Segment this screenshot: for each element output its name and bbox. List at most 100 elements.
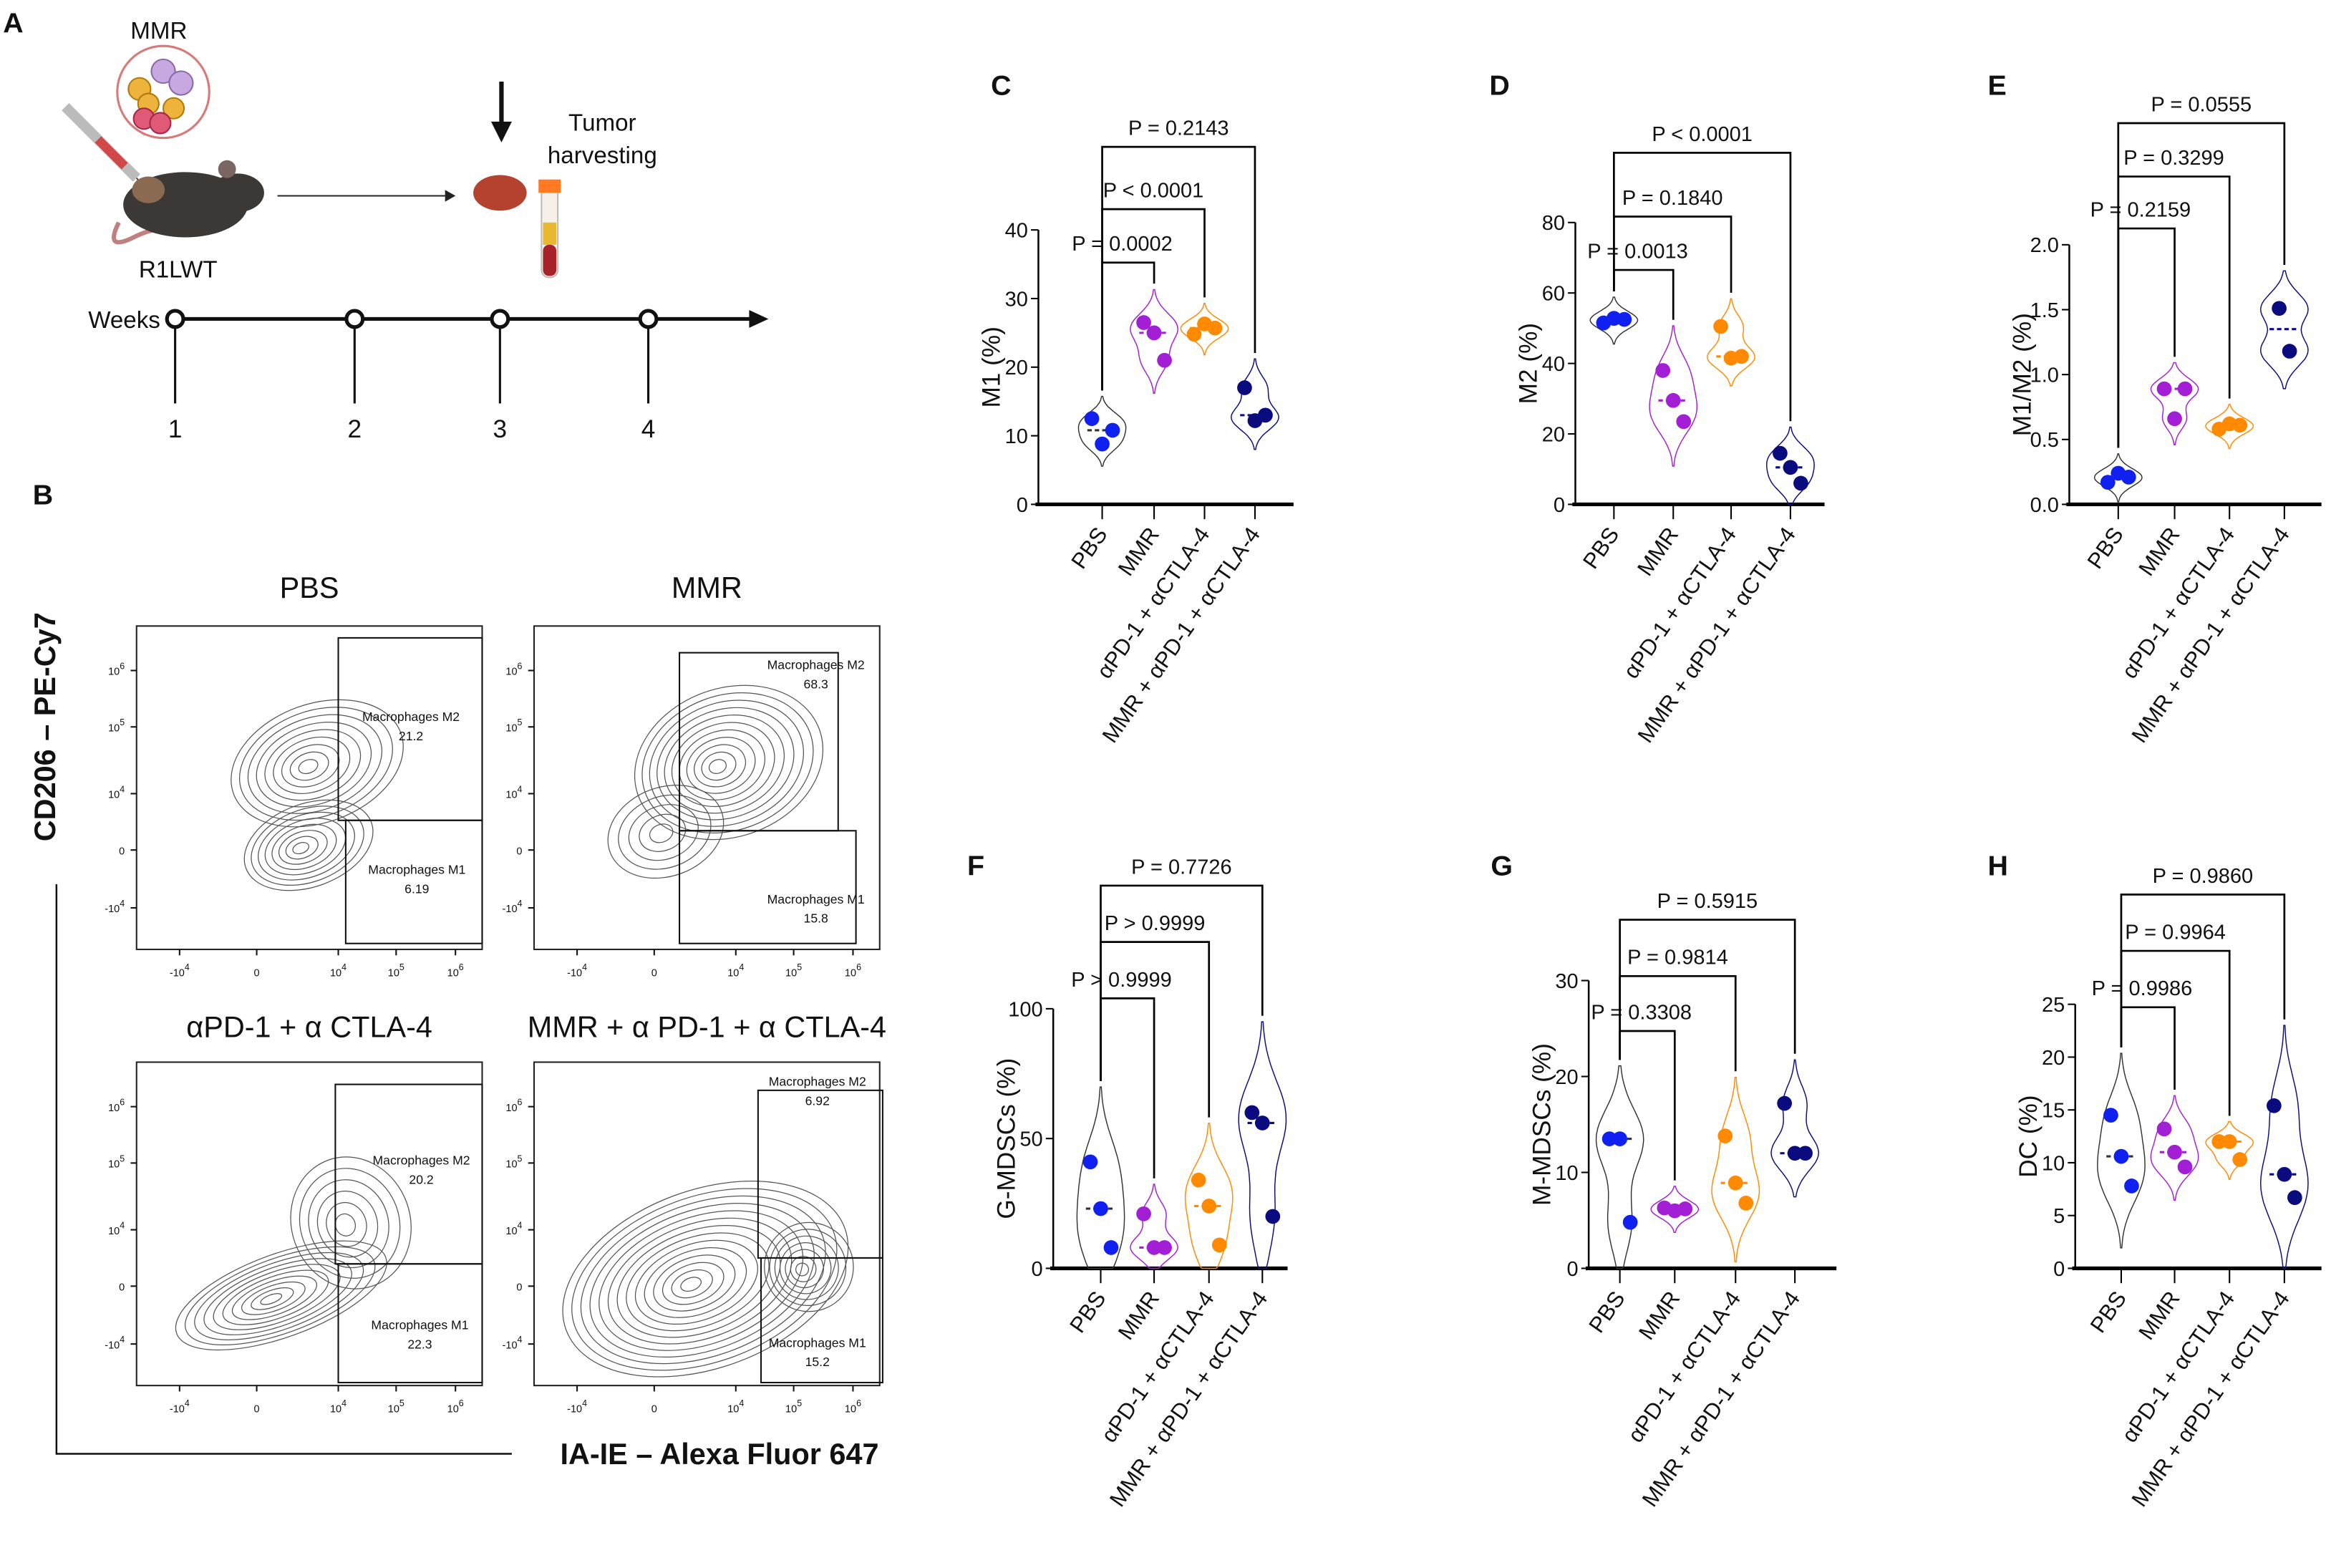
data-point: [1244, 1105, 1260, 1121]
data-point: [1211, 1237, 1227, 1253]
y-tick-label: 0.5: [2030, 429, 2059, 452]
flow-x-tick-label: 105: [785, 962, 802, 979]
y-tick-label: 40: [1542, 353, 1565, 376]
contour-line: [790, 1256, 817, 1282]
contour-line: [256, 721, 372, 808]
p-value-label: P = 0.7726: [1131, 856, 1232, 879]
significance-bracket: [1619, 1030, 1676, 1181]
contour-line: [679, 729, 766, 800]
flow-axis-bracket: [55, 884, 512, 1455]
violin-3: [2259, 1025, 2309, 1269]
significance-bracket: [2120, 1006, 2176, 1090]
x-tick-label: MMR: [1634, 1287, 1685, 1345]
tumor-icon: [473, 175, 527, 211]
significance-bracket: [2120, 894, 2286, 1047]
gate-m1-value: 15.8: [804, 911, 828, 926]
flow-plot-frame: [135, 625, 483, 951]
tick-base: 10: [330, 967, 341, 979]
flow-x-tick-label: 106: [845, 1398, 861, 1415]
data-point: [1258, 407, 1273, 423]
process-arrow: [277, 190, 456, 202]
flow-x-tick-label: 104: [727, 962, 744, 979]
gate-m1-label: Macrophages M1: [767, 892, 865, 906]
tick-base: 10: [108, 722, 120, 734]
flow-x-tick-label: 105: [388, 1398, 404, 1415]
y-tick-label: 15: [2042, 1100, 2065, 1123]
contour-line: [316, 1191, 379, 1258]
contour-line: [656, 707, 795, 821]
flow-x-tick-label: 104: [727, 1398, 744, 1415]
gate-m1-value: 6.19: [404, 881, 429, 896]
gate-m2-value: 6.92: [805, 1094, 830, 1108]
timeline-label: Weeks: [88, 307, 160, 334]
tick-exponent: 6: [518, 661, 523, 671]
y-tick-label: 20: [2042, 1047, 2065, 1070]
data-point: [1793, 475, 1808, 491]
data-point: [1082, 1154, 1098, 1170]
tick-exponent: 4: [341, 962, 347, 972]
contour-line: [785, 1249, 824, 1289]
tick-exponent: 5: [518, 1153, 523, 1163]
data-point: [1717, 1128, 1733, 1143]
tick-base: 10: [785, 967, 797, 979]
data-point: [2167, 411, 2182, 427]
flow-plot-title: αPD-1 + α CTLA-4: [186, 1010, 432, 1043]
tick-base: -10: [170, 967, 185, 979]
contour-line: [662, 1262, 725, 1305]
significance-bracket: [1613, 152, 1792, 422]
tick-base: 10: [330, 1403, 341, 1415]
tick-base: 0: [254, 967, 260, 979]
p-value-label: P < 0.0001: [1103, 180, 1204, 203]
flow-y-tick-label: 104: [505, 1221, 522, 1237]
tick-base: 0: [119, 1282, 125, 1294]
p-value-label: P < 0.0001: [1652, 123, 1753, 146]
flow-y-tick-label: -104: [105, 1335, 125, 1351]
contour-line: [239, 707, 393, 821]
data-point: [1191, 1172, 1206, 1188]
tick-base: 10: [845, 1403, 856, 1415]
data-point: [2266, 1098, 2282, 1113]
data-point: [1095, 436, 1110, 452]
y-axis-label: M2 (%): [1515, 323, 1543, 404]
data-point: [1617, 311, 1632, 327]
flow-y-tick-label: 0: [119, 1282, 125, 1294]
violin-1: [1130, 289, 1178, 394]
y-axis-label: M-MDSCs (%): [1528, 1043, 1556, 1206]
data-point: [2124, 1179, 2139, 1194]
contour-line: [175, 1240, 387, 1351]
p-value-label: P > 0.9999: [1071, 969, 1172, 992]
data-point: [1157, 1240, 1172, 1255]
harvest-arrow-icon: [490, 81, 512, 142]
flow-x-tick-label: 0: [651, 967, 657, 979]
data-point: [1713, 319, 1728, 334]
tick-base: 10: [505, 1103, 517, 1114]
data-point: [1665, 392, 1681, 408]
flow-y-tick-label: -104: [503, 899, 523, 915]
tick-base: 10: [845, 967, 856, 979]
violin-3: [2259, 270, 2309, 389]
y-tick-label: 50: [1019, 1128, 1042, 1151]
data-point: [2156, 381, 2172, 397]
tick-base: -10: [567, 1403, 582, 1415]
tick-exponent: 4: [739, 962, 744, 972]
tick-exponent: 5: [797, 1398, 802, 1408]
tick-base: -10: [567, 967, 582, 979]
violin-2: [1707, 298, 1755, 387]
flow-y-tick-label: 104: [108, 1221, 125, 1237]
y-tick-label: 0: [1554, 494, 1565, 517]
contour-line: [251, 1287, 294, 1310]
flow-x-tick-label: 105: [388, 962, 404, 979]
significance-bracket: [1100, 997, 1155, 1179]
flow-x-tick-label: -104: [567, 1398, 587, 1415]
violin-1: [2150, 1095, 2199, 1201]
tick-exponent: 4: [739, 1398, 744, 1408]
flow-x-tick-label: -104: [170, 1398, 190, 1415]
week-number: 2: [348, 415, 362, 443]
flow-y-tick-label: 105: [505, 717, 522, 734]
contour-line: [780, 1242, 832, 1294]
contour-line: [764, 1221, 854, 1312]
contour-density: [607, 684, 824, 879]
